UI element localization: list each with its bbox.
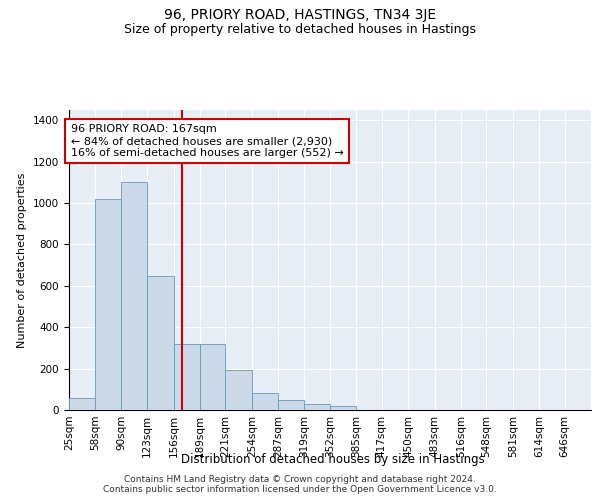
Text: Size of property relative to detached houses in Hastings: Size of property relative to detached ho… <box>124 22 476 36</box>
Bar <box>200 344 226 410</box>
Bar <box>173 344 200 410</box>
Text: 96, PRIORY ROAD, HASTINGS, TN34 3JE: 96, PRIORY ROAD, HASTINGS, TN34 3JE <box>164 8 436 22</box>
Bar <box>330 406 356 410</box>
Y-axis label: Number of detached properties: Number of detached properties <box>17 172 28 348</box>
Bar <box>121 182 147 410</box>
Text: Contains HM Land Registry data © Crown copyright and database right 2024.
Contai: Contains HM Land Registry data © Crown c… <box>103 474 497 494</box>
Bar <box>278 400 304 410</box>
Text: 96 PRIORY ROAD: 167sqm
← 84% of detached houses are smaller (2,930)
16% of semi-: 96 PRIORY ROAD: 167sqm ← 84% of detached… <box>71 124 343 158</box>
Bar <box>252 394 278 410</box>
Text: Distribution of detached houses by size in Hastings: Distribution of detached houses by size … <box>181 452 485 466</box>
Bar <box>147 276 173 410</box>
Bar <box>226 370 252 410</box>
Bar <box>304 404 330 410</box>
Bar <box>69 398 95 410</box>
Bar <box>95 199 121 410</box>
